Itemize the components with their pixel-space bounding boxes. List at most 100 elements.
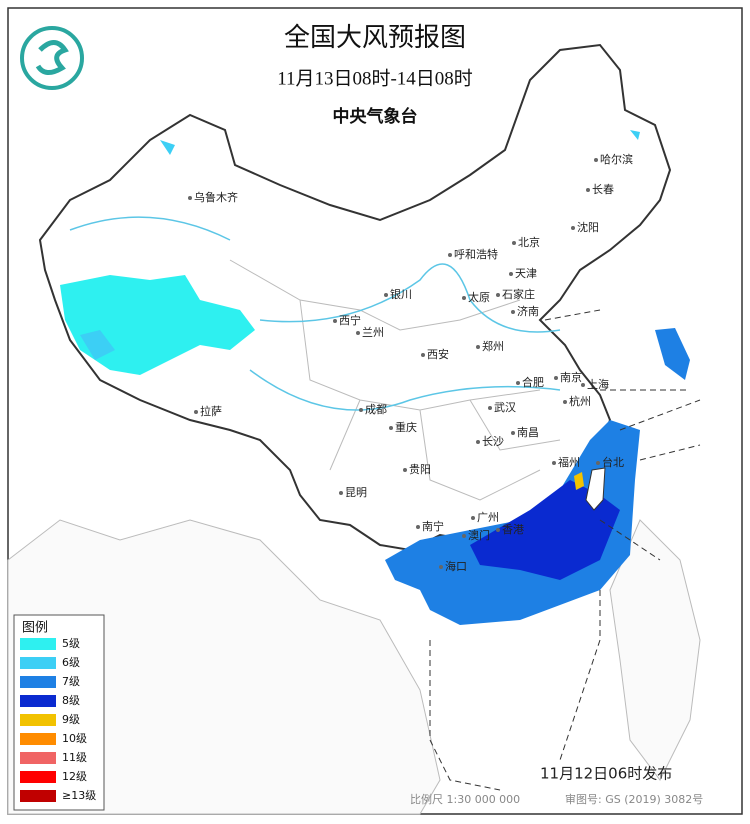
city-label: 成都 (365, 403, 387, 416)
city-label: 南昌 (517, 426, 539, 439)
wind-area-7 (655, 328, 690, 380)
city-dot (462, 534, 466, 538)
review-number: 审图号: GS (2019) 3082号 (565, 792, 703, 806)
city-dot (462, 296, 466, 300)
city-dot (552, 461, 556, 465)
city-label: 贵阳 (409, 463, 431, 476)
logo (20, 26, 84, 90)
rivers (69, 216, 561, 411)
legend-label: 12级 (62, 770, 87, 783)
title: 全国大风预报图 (284, 23, 466, 52)
city-label: 济南 (517, 304, 539, 318)
legend-swatch (20, 676, 56, 688)
city-label: 天津 (515, 267, 537, 280)
city-dot (496, 293, 500, 297)
wind-area-9 (574, 472, 584, 490)
city-dot (359, 408, 363, 412)
neighbor-land (7, 519, 441, 815)
city-dot (333, 319, 337, 323)
city-label: 合肥 (522, 375, 544, 389)
city-label: 太原 (468, 291, 490, 304)
city-dot (571, 226, 575, 230)
city-label: 长沙 (482, 435, 504, 448)
legend-swatch (20, 752, 56, 764)
city-label: 武汉 (494, 401, 516, 414)
legend-swatch (20, 714, 56, 726)
city-dot (594, 158, 598, 162)
legend-label: 9级 (62, 713, 80, 726)
city-dot (416, 525, 420, 529)
taiwan (585, 467, 606, 511)
city-dot (403, 468, 407, 472)
city-label: 银川 (390, 287, 412, 301)
city-label: 哈尔滨 (600, 152, 633, 166)
legend-label: 8级 (62, 694, 80, 707)
legend-swatch (20, 733, 56, 745)
neighbor-land (609, 519, 701, 781)
city-dot (439, 565, 443, 569)
city-dot (512, 241, 516, 245)
legend-swatch (20, 790, 56, 802)
city-dot (511, 310, 515, 314)
period: 11月13日08时-14日08时 (277, 67, 473, 89)
issuer: 中央气象台 (333, 106, 418, 127)
city-label: 福州 (558, 455, 580, 469)
city-label: 南京 (560, 370, 582, 384)
city-label: 拉萨 (200, 404, 222, 418)
city-label: 南宁 (422, 519, 444, 533)
city-dot (339, 491, 343, 495)
city-dot (476, 345, 480, 349)
city-label: 昆明 (345, 486, 367, 499)
city-label: 北京 (518, 235, 540, 249)
city-label: 台北 (602, 455, 624, 469)
city-label: 杭州 (569, 394, 591, 408)
legend-swatch (20, 638, 56, 650)
logo-mark (35, 40, 69, 75)
legend-label: 7级 (62, 675, 80, 688)
city-label: 长春 (592, 183, 614, 196)
legend-swatch (20, 695, 56, 707)
city-dot (188, 196, 192, 200)
city-label: 郑州 (482, 339, 504, 353)
city-dot (194, 410, 198, 414)
legend-label: 10级 (62, 732, 87, 745)
city-label: 重庆 (395, 420, 417, 434)
legend-label: ≥13级 (62, 789, 96, 802)
city-label: 香港 (502, 523, 524, 536)
city-dot (563, 400, 567, 404)
legend-title: 图例 (22, 621, 48, 636)
city-dot (471, 516, 475, 520)
city-dot (554, 376, 558, 380)
city-label: 呼和浩特 (454, 247, 498, 261)
issued-time: 11月12日06时发布 (540, 765, 672, 783)
wind-area-8 (470, 480, 620, 580)
city-label: 广州 (477, 511, 499, 524)
china-outline (38, 43, 672, 552)
city-dot (496, 528, 500, 532)
city-dot (476, 440, 480, 444)
city-label: 石家庄 (502, 287, 535, 301)
city-dot (596, 461, 600, 465)
city-dot (384, 293, 388, 297)
city-dot (448, 253, 452, 257)
city-label: 澳门 (468, 528, 490, 542)
city-label: 西宁 (339, 313, 361, 327)
city-label: 沈阳 (577, 220, 599, 234)
city-dot (356, 331, 360, 335)
city-dot (421, 353, 425, 357)
legend-swatch (20, 771, 56, 783)
city-dot (581, 383, 585, 387)
sea-boundary (429, 309, 701, 791)
legend-label: 5级 (62, 637, 80, 650)
city-label: 兰州 (362, 326, 384, 339)
city-label: 西安 (427, 347, 449, 361)
city-label: 乌鲁木齐 (194, 190, 238, 204)
city-dot (586, 188, 590, 192)
legend-label: 11级 (62, 751, 87, 764)
city-label: 海口 (445, 559, 467, 573)
scale: 比例尺 1:30 000 000 (410, 792, 520, 806)
city-dot (511, 431, 515, 435)
city-dot (509, 272, 513, 276)
